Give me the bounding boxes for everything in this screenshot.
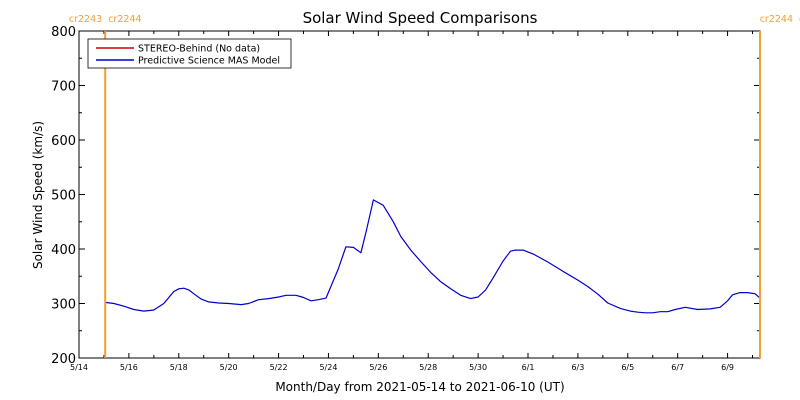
legend-entry-stereo: STEREO-Behind (No data) xyxy=(138,44,260,55)
legend-entry-mas-model: Predictive Science MAS Model xyxy=(138,56,280,67)
x-tick-label: 5/20 xyxy=(220,363,238,372)
x-tick-label: 5/14 xyxy=(70,363,88,372)
x-tick-label: 6/5 xyxy=(621,363,634,372)
legend-box xyxy=(87,38,292,69)
y-tick-label: 400 xyxy=(51,243,76,258)
series-line-mas-model xyxy=(105,199,761,314)
y-axis: 200 300 400 500 600 700 800 xyxy=(51,25,760,367)
carrington-label-before: cr2243 xyxy=(69,14,102,25)
x-tick-label: 5/18 xyxy=(170,363,188,372)
y-tick-label: 600 xyxy=(51,134,76,149)
series-layer xyxy=(105,199,761,314)
carrington-markers xyxy=(104,31,761,358)
x-tick-label: 5/22 xyxy=(270,363,288,372)
x-axis: 5/14 5/16 5/18 5/20 5/22 5/24 5/26 5/28 5/30 6/1 6… xyxy=(70,31,754,372)
x-tick-label: 6/7 xyxy=(671,363,684,372)
carrington-label-after: cr2244 xyxy=(108,14,141,25)
legend: STEREO-Behind (No data) Predictive Scien… xyxy=(87,38,292,69)
y-tick-label: 300 xyxy=(51,298,76,313)
plot-frame xyxy=(78,30,761,359)
x-tick-label: 6/1 xyxy=(522,363,535,372)
x-tick-label: 6/3 xyxy=(571,363,584,372)
x-tick-label: 5/26 xyxy=(369,363,387,372)
x-tick-label: 5/16 xyxy=(120,363,138,372)
y-tick-label: 700 xyxy=(51,80,76,95)
x-tick-label: 5/24 xyxy=(319,363,337,372)
y-axis-label: Solar Wind Speed (km/s) xyxy=(31,121,45,269)
y-tick-label: 800 xyxy=(51,25,76,40)
carrington-label-before: cr2244 xyxy=(760,14,793,25)
chart-title: Solar Wind Speed Comparisons xyxy=(303,9,538,27)
x-tick-label: 5/28 xyxy=(419,363,437,372)
x-tick-label: 6/9 xyxy=(721,363,734,372)
y-tick-label: 500 xyxy=(51,189,76,204)
x-tick-label: 5/30 xyxy=(469,363,487,372)
x-axis-label: Month/Day from 2021-05-14 to 2021-06-10 … xyxy=(275,380,564,394)
y-tick-label: 200 xyxy=(51,352,76,367)
